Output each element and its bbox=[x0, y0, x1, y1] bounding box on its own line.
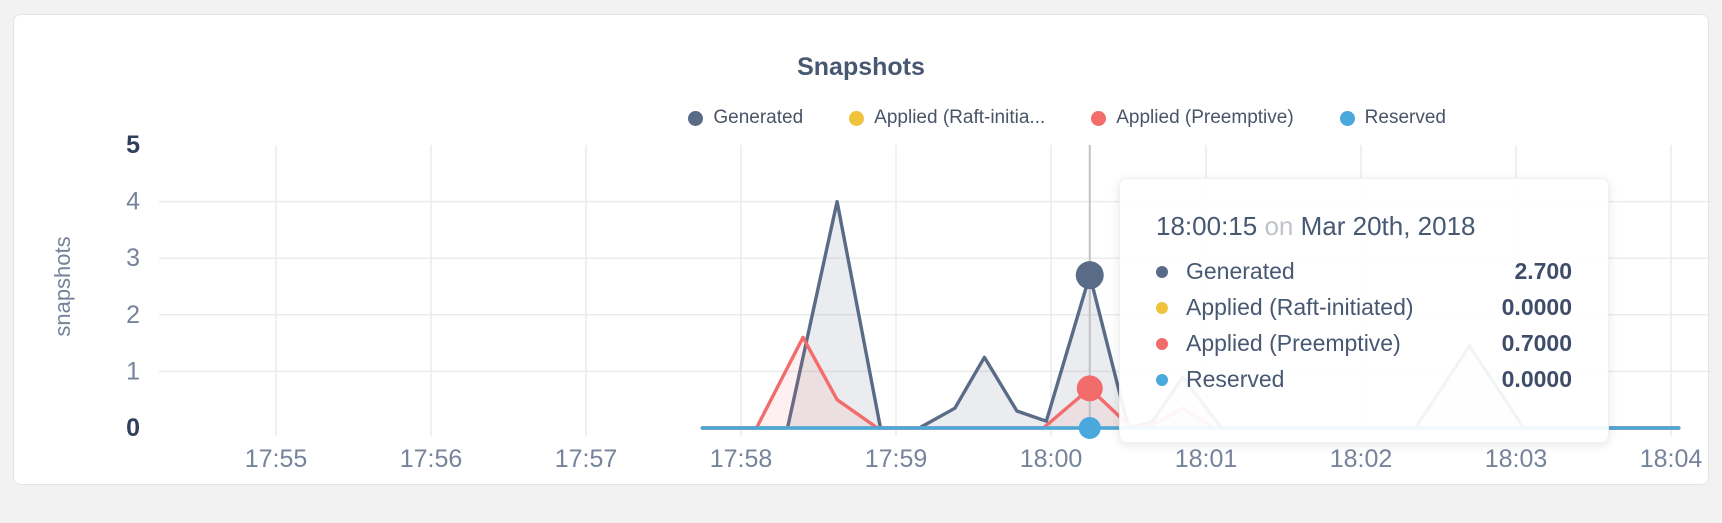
x-axis-tick-label: 17:58 bbox=[710, 445, 773, 473]
tooltip-time: 18:00:15 bbox=[1156, 211, 1258, 241]
legend-item-2[interactable]: Applied (Raft-initia... bbox=[849, 107, 1045, 129]
hover-point-marker bbox=[1076, 375, 1103, 402]
legend-dot-icon bbox=[688, 110, 704, 126]
legend-item-3[interactable]: Applied (Preemptive) bbox=[1091, 107, 1294, 129]
tooltip-series-value: 0.0000 bbox=[1501, 366, 1572, 392]
legend-label: Applied (Preemptive) bbox=[1116, 107, 1294, 128]
tooltip-date: Mar 20th, 2018 bbox=[1300, 211, 1476, 241]
x-axis-tick-label: 18:01 bbox=[1175, 445, 1238, 473]
tooltip-series-label: Applied (Raft-initiated) bbox=[1186, 294, 1414, 320]
hover-point-marker bbox=[1078, 417, 1101, 439]
tooltip-series-label: Reserved bbox=[1186, 366, 1285, 392]
chart-legend: Generated Applied (Raft-initia... Applied … bbox=[688, 107, 1446, 129]
legend-label: Generated bbox=[713, 107, 804, 128]
x-axis-tick-label: 17:56 bbox=[400, 445, 463, 473]
legend-item-1[interactable]: Generated bbox=[688, 107, 803, 129]
tooltip-series-label: Generated bbox=[1186, 258, 1295, 284]
tooltip-series-dot-icon bbox=[1156, 337, 1168, 350]
x-axis-tick-label: 17:59 bbox=[865, 445, 928, 473]
series-area bbox=[702, 201, 1679, 428]
tooltip-series-dot-icon bbox=[1156, 373, 1168, 386]
x-axis-tick-label: 18:04 bbox=[1640, 445, 1703, 473]
tooltip-series-dot-icon bbox=[1156, 265, 1168, 278]
tooltip-series-label: Applied (Preemptive) bbox=[1186, 330, 1401, 356]
tooltip-series-value: 0.0000 bbox=[1501, 294, 1572, 320]
tooltip-series-dot-icon bbox=[1156, 301, 1168, 314]
legend-dot-icon bbox=[1339, 110, 1355, 126]
legend-label: Applied (Raft-initia... bbox=[874, 107, 1046, 128]
y-axis-tick-label: 2 bbox=[126, 301, 140, 329]
y-axis-tick-label: 5 bbox=[126, 131, 140, 159]
tooltip-series-value: 0.7000 bbox=[1501, 330, 1572, 356]
x-axis-tick-label: 18:03 bbox=[1485, 445, 1548, 473]
x-axis-tick-label: 18:02 bbox=[1330, 445, 1393, 473]
tooltip-on-word: on bbox=[1264, 211, 1294, 241]
hover-point-marker bbox=[1075, 261, 1104, 290]
y-axis-tick-label: 1 bbox=[126, 357, 140, 385]
x-axis-tick-label: 18:00 bbox=[1020, 445, 1083, 473]
x-axis-tick-label: 17:57 bbox=[555, 445, 618, 473]
tooltip-series-value: 2.700 bbox=[1514, 258, 1572, 284]
tooltip-row: Generated 2.700 bbox=[1156, 258, 1572, 285]
legend-dot-icon bbox=[1091, 110, 1107, 126]
legend-label: Reserved bbox=[1364, 107, 1446, 128]
chart-title: Snapshots bbox=[797, 53, 925, 81]
tooltip-row: Applied (Raft-initiated) 0.0000 bbox=[1156, 294, 1572, 321]
hover-tooltip: 18:00:15 on Mar 20th, 2018 Generated 2.70… bbox=[1119, 178, 1609, 443]
y-axis-title: snapshots bbox=[50, 236, 75, 336]
legend-item-4[interactable]: Reserved bbox=[1339, 107, 1446, 129]
tooltip-timestamp: 18:00:15 on Mar 20th, 2018 bbox=[1156, 211, 1572, 242]
tooltip-rows: Generated 2.700 Applied (Raft-initiated) 0.… bbox=[1156, 258, 1572, 393]
y-axis-tick-label: 4 bbox=[126, 188, 140, 216]
legend-dot-icon bbox=[849, 110, 865, 126]
y-axis-tick-label: 3 bbox=[126, 244, 140, 272]
y-axis-tick-label: 0 bbox=[126, 414, 140, 442]
chart-card: Snapshots Generated Applied (Raft-initia.… bbox=[13, 14, 1714, 485]
tooltip-row: Applied (Preemptive) 0.7000 bbox=[1156, 330, 1572, 357]
x-axis-tick-label: 17:55 bbox=[245, 445, 308, 473]
tooltip-row: Reserved 0.0000 bbox=[1156, 366, 1572, 393]
